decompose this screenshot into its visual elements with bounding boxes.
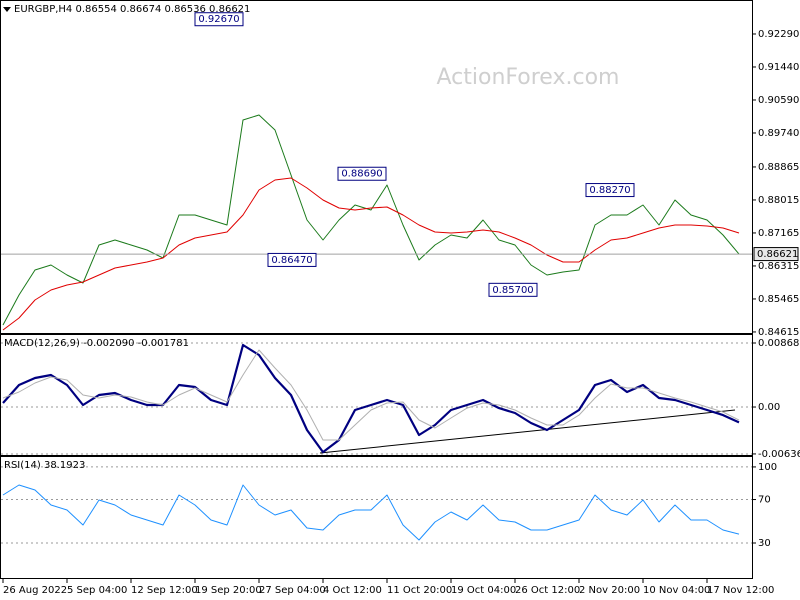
annotation-box — [194, 12, 244, 27]
y-tick-label: -0.006366 — [758, 449, 800, 460]
y-tick-label: 0.87165 — [758, 228, 799, 239]
y-tick-label: 0.85465 — [758, 294, 799, 305]
annotation-box — [337, 166, 387, 181]
x-tick-label: 12 Sep 12:00 — [131, 585, 198, 596]
panel-title: RSI(14) 38.1923 — [4, 460, 85, 471]
x-tick-label: 19 Oct 04:00 — [451, 585, 516, 596]
watermark: ActionForex.com — [437, 65, 620, 90]
y-tick-label: 0.91440 — [758, 62, 799, 73]
y-tick-label: 0.00 — [758, 402, 780, 413]
x-tick-label: 5 Sep 04:00 — [67, 585, 127, 596]
x-tick-label: 27 Sep 04:00 — [259, 585, 326, 596]
price-label: 0.86621 — [757, 249, 798, 260]
x-tick-label: 19 Sep 20:00 — [195, 585, 262, 596]
y-tick-label: 0.88015 — [758, 195, 799, 206]
y-tick-label: 0.84615 — [758, 327, 799, 338]
panel-frame — [0, 334, 753, 456]
y-tick-label: 0.92290 — [758, 29, 799, 40]
annotation-label: 0.86470 — [271, 255, 312, 266]
annotation-label: 0.85700 — [492, 285, 533, 296]
trend-line — [319, 409, 736, 454]
menu-arrow — [3, 7, 11, 12]
y-tick-label: 30 — [758, 538, 771, 549]
y-tick-label: 0.90590 — [758, 95, 799, 106]
annotation-box — [267, 252, 317, 267]
annotation-box — [488, 282, 538, 297]
panel-title: EURGBP,H4 0.86554 0.86674 0.86536 0.8662… — [14, 4, 250, 15]
annotation-label: 0.88690 — [341, 169, 382, 180]
annotation-label: 0.92670 — [198, 14, 239, 25]
panel-title: MACD(12,26,9) -0.002090 -0.001781 — [4, 338, 189, 349]
x-tick-label: 26 Oct 12:00 — [515, 585, 580, 596]
x-tick-label: 4 Oct 12:00 — [323, 585, 382, 596]
series-line — [2, 349, 740, 441]
x-tick-label: 2 Nov 20:00 — [579, 585, 640, 596]
x-tick-label: 11 Oct 20:00 — [387, 585, 452, 596]
x-tick-label: 26 Aug 2022 — [3, 585, 67, 596]
annotation-label: 0.88270 — [589, 185, 630, 196]
panel-frame — [0, 456, 753, 579]
series-line — [2, 343, 740, 454]
y-tick-label: 0.88865 — [758, 162, 799, 173]
x-tick-label: 10 Nov 04:00 — [643, 585, 710, 596]
y-tick-label: 70 — [758, 495, 771, 506]
y-tick-label: 0.86315 — [758, 261, 799, 272]
y-tick-label: 0.008686 — [758, 338, 800, 349]
x-tick-label: 17 Nov 12:00 — [707, 585, 774, 596]
series-line — [2, 484, 740, 541]
annotation-box — [585, 183, 635, 198]
y-tick-label: 0.89740 — [758, 128, 799, 139]
series-line — [2, 177, 740, 331]
price-label-box — [753, 247, 799, 262]
series-line — [2, 114, 740, 326]
y-tick-label: 100 — [758, 462, 777, 473]
